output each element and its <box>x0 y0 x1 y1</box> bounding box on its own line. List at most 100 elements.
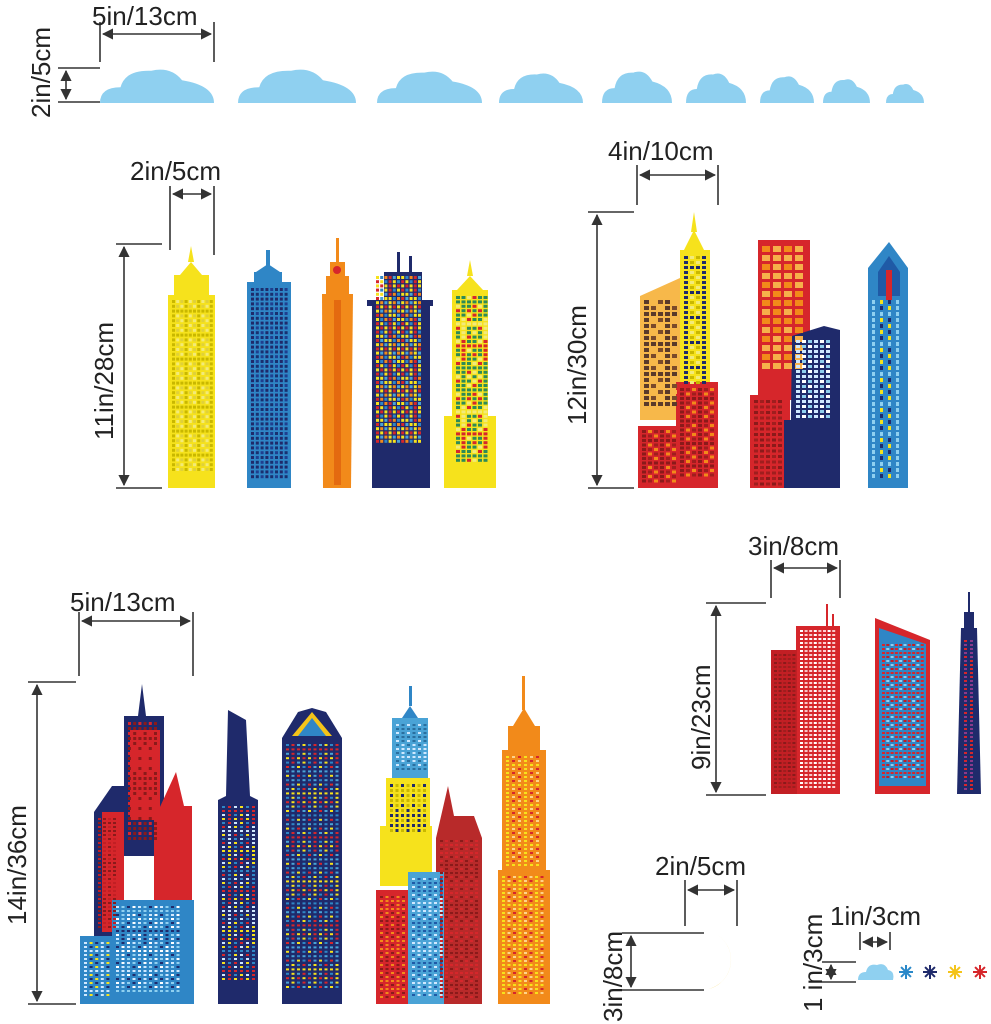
window <box>818 674 822 676</box>
window <box>483 428 488 431</box>
cloud-decal <box>238 69 356 103</box>
window <box>808 375 812 378</box>
window <box>401 814 404 817</box>
window <box>148 737 152 740</box>
window <box>460 904 463 906</box>
window <box>783 706 787 708</box>
window <box>319 906 322 909</box>
window <box>827 718 831 720</box>
window <box>672 479 676 483</box>
window <box>176 990 180 992</box>
window <box>335 827 339 830</box>
window <box>138 978 141 980</box>
window <box>143 926 147 928</box>
window <box>964 688 967 690</box>
window <box>872 462 875 466</box>
window <box>920 684 924 686</box>
window <box>800 694 803 696</box>
window <box>795 282 803 288</box>
window <box>172 434 175 438</box>
window <box>472 331 477 335</box>
window <box>275 321 278 325</box>
window <box>792 686 796 688</box>
window <box>234 898 237 900</box>
window <box>275 441 278 445</box>
window <box>302 858 306 861</box>
window <box>475 864 478 866</box>
window <box>418 292 421 296</box>
window <box>401 824 404 827</box>
window <box>896 354 899 358</box>
window <box>222 842 225 844</box>
window <box>456 335 460 339</box>
window <box>176 367 180 371</box>
window <box>335 836 339 839</box>
window <box>116 986 119 988</box>
window <box>814 340 818 343</box>
window <box>413 334 417 338</box>
window <box>778 766 782 768</box>
window <box>684 301 688 304</box>
window <box>388 301 392 305</box>
window <box>246 878 249 880</box>
window <box>778 670 782 672</box>
window <box>127 970 130 972</box>
window <box>920 748 924 750</box>
window <box>886 672 890 674</box>
window <box>222 902 225 904</box>
window <box>127 922 130 924</box>
window <box>171 906 174 908</box>
window <box>475 840 478 842</box>
window <box>778 758 782 760</box>
window <box>665 342 670 346</box>
window <box>470 884 473 886</box>
window <box>407 756 410 758</box>
window <box>188 424 192 428</box>
window <box>392 351 396 355</box>
window <box>455 900 458 902</box>
window <box>903 648 907 650</box>
window <box>813 738 817 740</box>
window <box>209 458 213 462</box>
window <box>896 378 899 382</box>
window <box>832 718 836 720</box>
window <box>886 696 890 698</box>
window <box>103 818 106 820</box>
window <box>252 842 255 844</box>
window <box>116 978 119 980</box>
window <box>95 954 99 956</box>
window <box>823 730 826 732</box>
window <box>698 410 702 414</box>
window <box>324 752 328 755</box>
window <box>814 385 818 388</box>
window <box>201 304 205 308</box>
window <box>916 752 920 754</box>
window <box>291 823 295 826</box>
window <box>804 662 808 664</box>
window <box>260 388 264 392</box>
window <box>710 442 714 445</box>
set3-width-dimension: 3in/8cm <box>748 531 841 598</box>
window <box>390 814 393 817</box>
window <box>405 435 409 439</box>
window <box>456 379 460 383</box>
window <box>907 716 911 718</box>
window <box>154 832 157 835</box>
window <box>270 374 274 378</box>
window <box>783 698 787 700</box>
window <box>180 333 184 337</box>
window <box>308 924 311 927</box>
window <box>696 271 700 274</box>
window <box>222 974 225 976</box>
window <box>796 355 800 358</box>
window <box>784 345 792 351</box>
window <box>205 429 209 433</box>
window <box>324 792 328 795</box>
window <box>792 706 796 708</box>
window <box>409 372 413 376</box>
window <box>813 714 817 716</box>
window <box>324 761 328 764</box>
window <box>903 656 907 658</box>
window <box>456 388 460 392</box>
window <box>478 441 482 445</box>
